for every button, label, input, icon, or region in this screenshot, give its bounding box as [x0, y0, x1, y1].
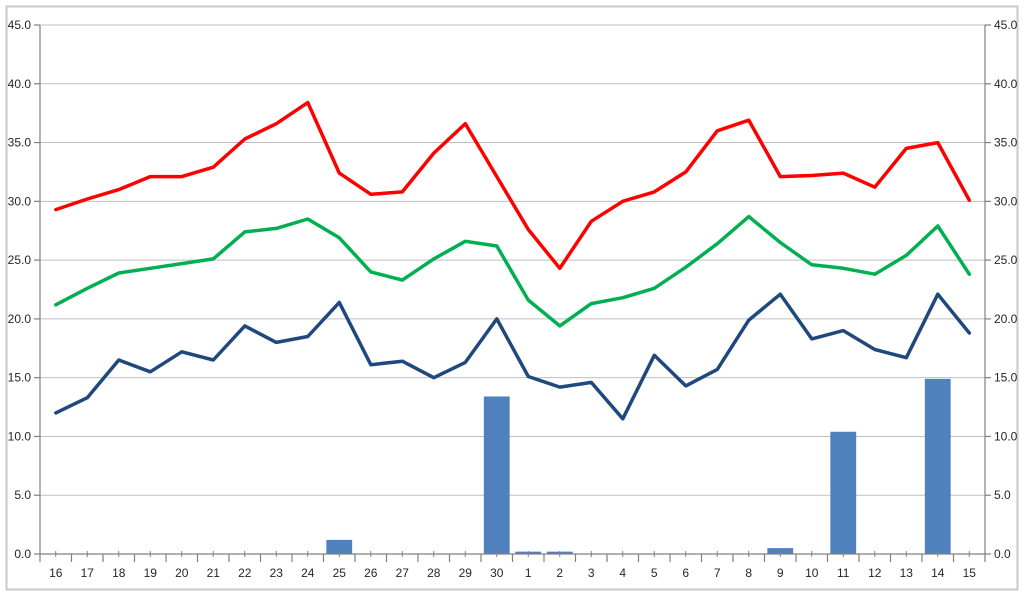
chart-border — [5, 5, 1019, 591]
y-axis-label-right: 25.0 — [994, 253, 1018, 267]
bar-25[interactable] — [326, 539, 353, 554]
y-axis-label-left: 30.0 — [8, 194, 32, 208]
x-axis-label: 24 — [301, 566, 315, 580]
x-axis-label: 10 — [805, 566, 819, 580]
bar-30[interactable] — [483, 396, 510, 554]
bar-11[interactable] — [830, 431, 857, 554]
x-axis-label: 26 — [364, 566, 378, 580]
x-axis-label: 12 — [868, 566, 882, 580]
x-axis-label: 17 — [81, 566, 95, 580]
x-axis-label: 1 — [525, 566, 532, 580]
x-axis-label: 13 — [900, 566, 914, 580]
x-axis-label: 4 — [619, 566, 626, 580]
x-axis-label: 15 — [963, 566, 977, 580]
x-axis-label: 20 — [175, 566, 189, 580]
x-axis-label: 28 — [427, 566, 441, 580]
x-axis-label: 27 — [396, 566, 410, 580]
x-axis-label: 21 — [207, 566, 221, 580]
y-axis-label-left: 25.0 — [8, 253, 32, 267]
y-axis-label-left: 40.0 — [8, 77, 32, 91]
x-axis-label: 8 — [745, 566, 752, 580]
y-axis-label-right: 20.0 — [994, 312, 1018, 326]
x-axis-label: 19 — [144, 566, 158, 580]
x-axis-label: 3 — [588, 566, 595, 580]
bar-14[interactable] — [924, 378, 951, 554]
blue-line[interactable] — [54, 292, 972, 421]
x-axis-label: 7 — [714, 566, 721, 580]
y-axis-label-right: 5.0 — [994, 488, 1011, 502]
y-axis-label-left: 5.0 — [14, 488, 31, 502]
y-axis-label-right: 35.0 — [994, 136, 1018, 150]
y-axis-label-right: 30.0 — [994, 194, 1018, 208]
plot-area — [40, 25, 985, 554]
y-axis-label-right: 15.0 — [994, 371, 1018, 385]
red-line[interactable] — [54, 100, 972, 271]
x-axis-label: 2 — [556, 566, 563, 580]
y-axis-label-left: 15.0 — [8, 371, 32, 385]
x-axis-label: 29 — [459, 566, 473, 580]
y-axis-label-right: 40.0 — [994, 77, 1018, 91]
x-axis-label: 16 — [49, 566, 63, 580]
x-axis-label: 23 — [270, 566, 284, 580]
x-axis-label: 25 — [333, 566, 347, 580]
y-axis-label-right: 0.0 — [994, 547, 1011, 561]
y-axis-label-left: 0.0 — [14, 547, 31, 561]
x-axis-label: 30 — [490, 566, 504, 580]
green-line[interactable] — [54, 214, 972, 328]
y-axis-label-left: 10.0 — [8, 429, 32, 443]
y-axis-label-left: 20.0 — [8, 312, 32, 326]
x-axis-label: 22 — [238, 566, 252, 580]
x-axis-label: 5 — [651, 566, 658, 580]
x-axis-label: 9 — [777, 566, 784, 580]
y-axis-label-right: 45.0 — [994, 18, 1018, 32]
y-axis-label-left: 35.0 — [8, 136, 32, 150]
x-axis-label: 11 — [837, 566, 850, 580]
x-axis-label: 6 — [682, 566, 689, 580]
x-axis-label: 18 — [112, 566, 126, 580]
y-axis-label-right: 10.0 — [994, 429, 1018, 443]
y-axis-label-left: 45.0 — [8, 18, 32, 32]
x-axis-label: 14 — [931, 566, 945, 580]
